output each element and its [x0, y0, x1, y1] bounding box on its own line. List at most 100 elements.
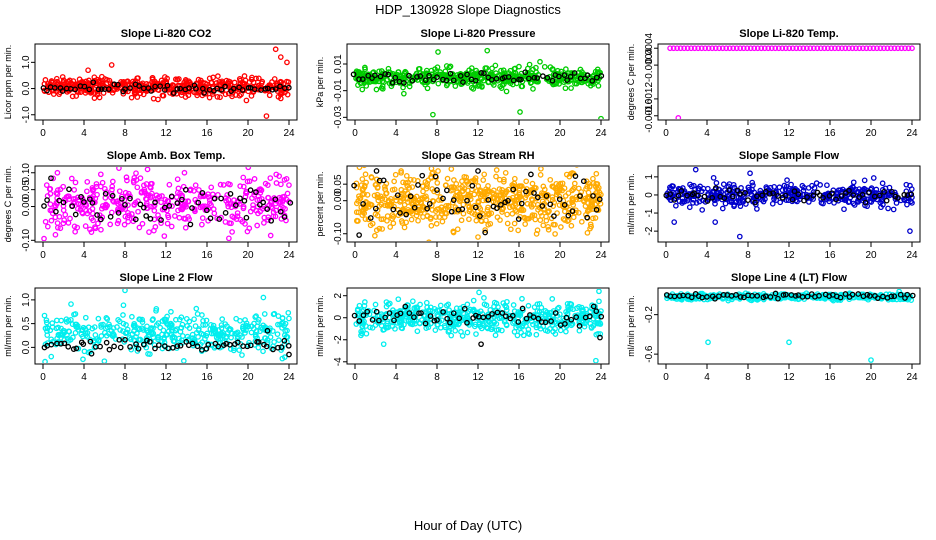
- data-point: [549, 66, 556, 72]
- hourly-point: [122, 201, 128, 208]
- hourly-point: [855, 291, 862, 297]
- data-point: [376, 203, 383, 209]
- data-point: [98, 333, 105, 339]
- data-point: [433, 220, 440, 227]
- hourly-point: [716, 293, 722, 300]
- hourly-point: [908, 191, 915, 198]
- data-point: [481, 171, 488, 178]
- data-point: [426, 239, 432, 241]
- outlier-point: [484, 47, 491, 54]
- data-point: [467, 319, 474, 326]
- data-point: [121, 221, 128, 228]
- data-point: [265, 194, 272, 201]
- data-point: [251, 176, 258, 182]
- data-point: [557, 327, 564, 334]
- outlier-point: [263, 113, 270, 119]
- data-point: [508, 226, 514, 233]
- data-point: [538, 304, 545, 311]
- data-point: [825, 45, 831, 52]
- data-point: [587, 206, 593, 213]
- outlier-point: [378, 85, 385, 91]
- data-point: [739, 196, 746, 203]
- data-point: [72, 329, 79, 336]
- data-point: [118, 193, 125, 200]
- data-point: [222, 219, 229, 225]
- data-point: [409, 246, 413, 250]
- data-point: [225, 196, 232, 203]
- hourly-point: [745, 197, 751, 203]
- hourly-point: [61, 340, 68, 347]
- plot-frame: [657, 43, 921, 121]
- y-axis-label: percent per min.: [315, 171, 325, 236]
- data-point: [96, 337, 102, 343]
- hourly-point: [272, 86, 279, 92]
- hourly-point: [522, 69, 529, 76]
- data-point: [409, 309, 416, 316]
- data-point: [97, 171, 104, 178]
- data-point: [738, 185, 744, 191]
- hourly-point: [417, 73, 424, 79]
- data-point: [64, 332, 70, 339]
- data-point: [582, 203, 589, 209]
- data-point: [434, 180, 441, 186]
- hourly-point: [671, 293, 678, 300]
- x-tick-label: 24: [283, 128, 295, 139]
- hourly-point: [593, 206, 600, 213]
- hourly-point: [401, 80, 407, 86]
- data-point: [243, 190, 250, 197]
- data-point: [400, 311, 407, 317]
- x-tick-label: 4: [704, 128, 710, 139]
- data-point: [579, 307, 585, 314]
- data-point: [96, 94, 103, 101]
- hourly-point: [260, 199, 267, 206]
- data-point: [457, 197, 464, 203]
- data-point: [372, 232, 378, 239]
- x-tick-label: 0: [40, 372, 46, 383]
- data-point: [220, 182, 227, 188]
- data-point: [728, 199, 735, 206]
- hourly-point: [572, 173, 579, 179]
- x-tick-label: 16: [513, 250, 525, 261]
- hourly-point: [422, 320, 429, 327]
- data-point: [186, 216, 192, 222]
- data-point: [531, 304, 538, 311]
- hourly-point: [406, 310, 413, 316]
- hourly-point: [127, 85, 133, 91]
- data-point: [74, 194, 81, 201]
- data-point: [499, 327, 505, 334]
- hourly-point: [392, 74, 399, 81]
- points-layer: [350, 47, 605, 119]
- x-tick-label: 12: [783, 372, 795, 383]
- data-point: [515, 75, 521, 82]
- data-point: [390, 307, 396, 314]
- data-point: [261, 219, 267, 226]
- data-point: [373, 176, 380, 183]
- hourly-point: [189, 340, 196, 347]
- data-point: [749, 179, 756, 186]
- hourly-point: [369, 316, 376, 323]
- data-point: [479, 84, 485, 90]
- data-point: [459, 178, 465, 185]
- data-point: [846, 45, 852, 52]
- data-point: [138, 188, 145, 195]
- data-point: [244, 228, 251, 235]
- data-point: [503, 88, 510, 95]
- hourly-point: [804, 194, 810, 200]
- data-point: [417, 199, 424, 206]
- data-point: [229, 93, 235, 100]
- data-point: [720, 181, 727, 188]
- hourly-point: [60, 199, 67, 206]
- data-point: [82, 314, 89, 321]
- data-point: [41, 312, 48, 319]
- data-point: [382, 186, 388, 193]
- data-point: [533, 231, 540, 237]
- panel-title: Slope Li-820 Pressure: [421, 28, 536, 40]
- data-point: [547, 326, 553, 332]
- hourly-point: [720, 291, 727, 298]
- hourly-point: [704, 198, 711, 204]
- hourly-point: [80, 341, 87, 348]
- hourly-point: [871, 193, 878, 200]
- data-point: [523, 319, 530, 325]
- data-point: [472, 175, 479, 181]
- outlier-point: [593, 357, 599, 363]
